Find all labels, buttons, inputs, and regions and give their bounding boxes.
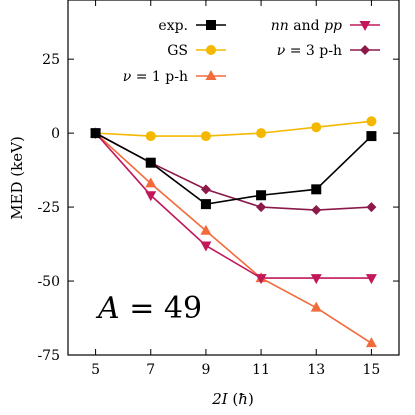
y-tick-label: -50: [37, 274, 60, 290]
series-3-point: [255, 274, 267, 285]
y-tick-label: -25: [37, 200, 60, 216]
legend: exp. GS ν = 1 p-h nn and pp ν = 3 p-h: [123, 18, 380, 85]
y-tick-label: -75: [37, 348, 60, 364]
series-0-line: [95, 132, 372, 205]
series-3-point: [200, 241, 212, 252]
legend-label-2: ν = 1 p-h: [123, 69, 188, 85]
series-3-point: [310, 274, 322, 285]
legend-label-3: nn and pp: [271, 18, 342, 34]
legend-label-1: GS: [167, 43, 188, 59]
x-tick-label: 9: [201, 362, 210, 378]
series-2-point: [310, 301, 322, 312]
series-0-point: [311, 184, 322, 195]
legend-marker-3: [359, 21, 371, 31]
y-tick-label: 0: [51, 126, 60, 142]
series-2-point: [200, 224, 212, 235]
series-1-line: [95, 120, 372, 137]
series-0-point: [145, 157, 156, 168]
plot-frame: [67, 0, 400, 356]
series-1-point: [366, 116, 377, 127]
y-tick-label: 25: [42, 52, 60, 68]
series-3-point: [145, 191, 157, 202]
series-0-point: [256, 190, 267, 201]
series-lines: [94, 120, 372, 344]
legend-marker-2: [205, 70, 217, 80]
series-3-line: [94, 132, 372, 279]
legend-label-4: ν = 3 p-h: [277, 43, 342, 59]
series-2-line: [95, 132, 372, 344]
series-1-point: [311, 122, 322, 133]
legend-marker-4: [360, 45, 370, 55]
series-0-point: [200, 199, 211, 210]
legend-marker-1: [206, 45, 216, 55]
series-4-point: [311, 205, 322, 216]
x-axis-label: 2I (ħ): [211, 390, 254, 408]
series-2-point: [145, 177, 157, 188]
x-tick-label: 7: [146, 362, 155, 378]
legend-label-0: exp.: [158, 18, 188, 34]
x-tick-label: 15: [363, 362, 381, 378]
x-tick-label: 11: [252, 362, 270, 378]
annotation-a-49: A = 49: [95, 291, 202, 326]
series-0-point: [90, 128, 101, 139]
x-tick-label: 13: [307, 362, 325, 378]
ticks: 5 7 9 11 13 15 25 0 -25 -50 -75: [37, 0, 399, 378]
series-2-point: [365, 337, 377, 348]
series-1-point: [256, 128, 267, 139]
series-0-point: [366, 131, 377, 142]
series-1-point: [145, 131, 156, 142]
y-axis-label: MED (keV): [8, 136, 26, 220]
x-tick-label: 5: [91, 362, 100, 378]
series-4-point: [366, 202, 377, 213]
series-3-point: [365, 274, 377, 285]
series-4-point: [256, 202, 267, 213]
series-markers: [90, 116, 377, 348]
series-1-point: [200, 131, 211, 142]
legend-marker-0: [206, 20, 216, 30]
series-4-point: [200, 184, 211, 195]
